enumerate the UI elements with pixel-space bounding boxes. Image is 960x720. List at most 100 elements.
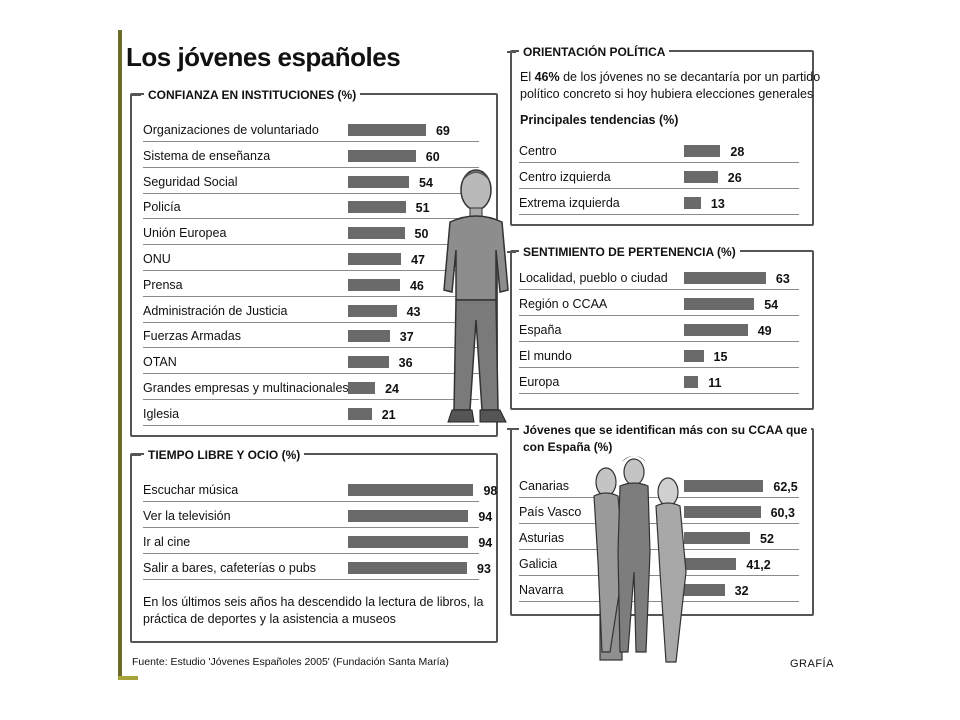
bar-value-label: 60 <box>425 149 440 164</box>
row-divider <box>143 295 479 297</box>
row-divider <box>143 321 479 323</box>
bar <box>348 536 469 548</box>
panel-confianza <box>130 93 498 437</box>
bottom-accent-rule <box>118 676 138 680</box>
bar-label: Sistema de enseñanza <box>143 148 271 163</box>
row-divider <box>143 347 479 349</box>
bar-value-label: 32 <box>734 584 749 598</box>
bar <box>348 484 474 496</box>
bar <box>684 480 764 492</box>
row-divider <box>519 575 799 576</box>
bar-row: Navarra 32 <box>519 578 799 602</box>
bar-row: OTAN 36 <box>143 350 479 375</box>
bar-label: ONU <box>143 252 171 266</box>
bar-row: Policía 51 <box>143 195 479 220</box>
bar-value-label: 69 <box>435 124 450 138</box>
row-divider <box>519 393 799 394</box>
bar <box>348 330 390 343</box>
bar-row: Seguridad Social 54 <box>143 170 479 194</box>
bar-label: Asturias <box>519 531 565 545</box>
bar-label: Localidad, pueblo o ciudad <box>519 271 668 285</box>
bar <box>684 376 699 388</box>
bar-row: Administración de Justicia 43 <box>143 299 479 323</box>
orientacion-subtitle: Principales tendencias (%) <box>520 113 679 127</box>
bar-row: Sistema de enseñanza 60 <box>143 144 479 168</box>
bar <box>348 124 426 136</box>
bar-label: España <box>519 323 562 337</box>
bar-value-label: 49 <box>757 324 772 338</box>
bar <box>684 558 737 570</box>
bar-value-label: 21 <box>381 407 396 422</box>
bar-value-label: 26 <box>727 171 742 185</box>
bar-row: Galicia 41,2 <box>519 552 799 576</box>
bar-value-label: 37 <box>399 330 414 345</box>
bar-label: Grandes empresas y multinacionales <box>143 381 349 395</box>
bar-row: Escuchar música 98 <box>143 478 497 502</box>
bar-label: Navarra <box>519 583 564 597</box>
row-divider <box>519 367 799 368</box>
row-divider <box>143 166 479 168</box>
bar-value-label: 60,3 <box>770 506 795 520</box>
row-divider <box>143 141 479 142</box>
bar <box>684 171 718 183</box>
row-divider <box>143 553 479 554</box>
panel-orientacion <box>510 50 814 226</box>
row-divider <box>143 527 479 528</box>
ccaa-title-line1: Jóvenes que se identifican más con su CC… <box>523 423 808 437</box>
bar-label: Centro <box>519 144 557 158</box>
bar-label: Fuerzas Armadas <box>143 329 241 344</box>
orientacion-text: El 46% de los jóvenes no se decantaría p… <box>520 69 820 103</box>
row-divider <box>143 244 479 246</box>
row-divider <box>143 501 479 502</box>
bar-value-label: 43 <box>406 304 421 319</box>
bar-row: Localidad, pueblo o ciudad 63 <box>519 266 799 290</box>
bar-label: Galicia <box>519 557 558 571</box>
bar-value-label: 54 <box>419 175 433 190</box>
bar-row: España 49 <box>519 318 799 342</box>
ccaa-title-line2: con España (%) <box>523 440 613 454</box>
left-accent-rule <box>118 30 122 676</box>
panel-title-confianza: CONFIANZA EN INSTITUCIONES (%) <box>131 88 361 102</box>
bar-row: Ir al cine 94 <box>143 530 492 554</box>
bar <box>348 304 397 317</box>
bar <box>684 145 721 157</box>
bar-label: Región o CCAA <box>519 297 608 311</box>
row-divider <box>519 162 799 163</box>
bar-label: Centro izquierda <box>519 170 611 184</box>
infographic-title: Los jóvenes españoles <box>126 42 401 72</box>
row-divider <box>519 214 799 215</box>
bar-value-label: 51 <box>415 201 430 216</box>
bar-value-label: 47 <box>411 253 426 267</box>
orientacion-text-pct: 46% <box>534 70 560 84</box>
bar <box>348 175 410 188</box>
row-divider <box>143 424 479 426</box>
orientacion-text-post: de los jóvenes no se decantaría por un p… <box>559 70 821 84</box>
panel-title-tiempo: TIEMPO LIBRE Y OCIO (%) <box>131 448 305 462</box>
young-women-illustration <box>593 456 687 663</box>
bar-label: Iglesia <box>143 406 180 421</box>
tiempo-note-line1: En los últimos seis años ha descendido l… <box>143 595 484 609</box>
bar-row: ONU 47 <box>143 247 479 271</box>
source-note: Fuente: Estudio 'Jóvenes Españoles 2005'… <box>132 656 449 668</box>
bar-value-label: 41,2 <box>746 558 771 572</box>
bar-row: El mundo 15 <box>519 344 799 368</box>
tiempo-note-line2: práctica de deportes y la asistencia a m… <box>143 612 396 626</box>
bar-row: Grandes empresas y multinacionales 24 <box>143 376 479 400</box>
brand-credit: GRAFÍA <box>790 658 834 670</box>
bar <box>684 584 725 596</box>
young-man-illustration <box>443 169 509 423</box>
bar-label: Ver la televisión <box>143 509 231 523</box>
bar-label: Seguridad Social <box>143 174 238 189</box>
bar-value-label: 24 <box>385 382 400 396</box>
bar <box>684 324 748 336</box>
bar-label: Administración de Justicia <box>143 303 288 318</box>
bar-row: Salir a bares, cafeterías o pubs 93 <box>143 556 491 580</box>
bar-label: Extrema izquierda <box>519 196 620 210</box>
bar-value-label: 52 <box>760 532 774 546</box>
bar-label: El mundo <box>519 349 572 363</box>
bar <box>684 350 704 362</box>
bar <box>348 253 402 265</box>
bar-label: Europa <box>519 375 560 389</box>
bar-row: Europa 11 <box>519 370 799 394</box>
bar <box>348 382 376 394</box>
